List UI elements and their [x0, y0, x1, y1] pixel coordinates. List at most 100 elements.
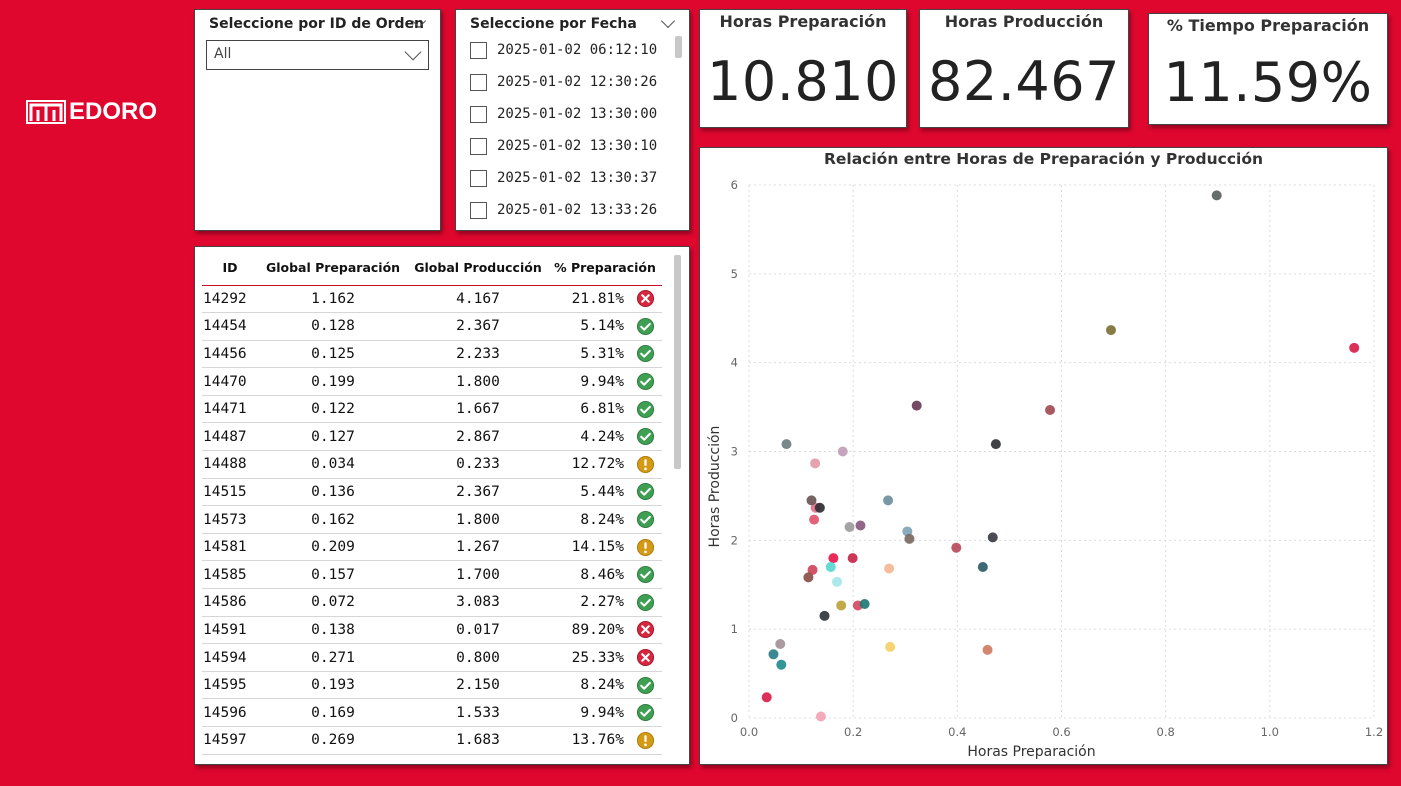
cell-global-preparacion: 0.209 — [258, 533, 408, 562]
scatter-point — [825, 561, 836, 572]
scatter-point — [987, 532, 998, 543]
checkbox[interactable] — [470, 105, 487, 123]
column-header-id[interactable]: ID — [202, 251, 258, 286]
medoro-logo: EDORO — [26, 96, 174, 128]
cell-porcentaje-preparacion: 5.14% — [548, 312, 628, 341]
cell-global-produccion: 0.800 — [408, 643, 548, 672]
checkbox[interactable] — [470, 73, 487, 91]
checkbox[interactable] — [470, 201, 487, 219]
table-row[interactable]: 14596 0.169 1.533 9.94% — [202, 698, 662, 727]
fecha-option[interactable]: 2025-01-02 12:30:26 — [470, 66, 657, 98]
scatter-point — [1105, 325, 1116, 336]
table-row[interactable]: 14454 0.128 2.367 5.14% — [202, 312, 662, 341]
cell-status — [628, 478, 662, 507]
cell-status — [628, 698, 662, 727]
table-row[interactable]: 14471 0.122 1.667 6.81% — [202, 395, 662, 424]
cell-global-produccion: 1.267 — [408, 533, 548, 562]
table-row[interactable]: 14597 0.269 1.683 13.76% — [202, 726, 662, 755]
cell-status — [628, 422, 662, 452]
scatter-point — [883, 495, 894, 506]
cell-global-produccion: 0.017 — [408, 616, 548, 645]
table-row[interactable]: 14595 0.193 2.150 8.24% — [202, 671, 662, 700]
cell-global-produccion: 3.083 — [408, 588, 548, 617]
scatter-point — [977, 561, 988, 572]
fecha-scrollbar[interactable] — [675, 36, 682, 58]
fecha-option[interactable]: 2025-01-02 13:30:00 — [470, 98, 657, 130]
fecha-option[interactable]: 2025-01-02 13:33:26 — [470, 194, 657, 226]
table-row[interactable]: 14591 0.138 0.017 89.20% — [202, 616, 662, 645]
kpi-value: 11.59% — [1163, 51, 1373, 114]
scatter-point — [1349, 342, 1360, 353]
table-row[interactable]: 14488 0.034 0.233 12.72% — [202, 450, 662, 479]
cell-porcentaje-preparacion: 12.72% — [548, 450, 628, 479]
checkbox[interactable] — [470, 41, 487, 59]
scatter-point — [884, 563, 895, 574]
fecha-options-list: 2025-01-02 06:12:10 2025-01-02 12:30:26 … — [470, 34, 657, 226]
scatter-point — [828, 553, 839, 564]
cell-porcentaje-preparacion: 9.94% — [548, 698, 628, 727]
table-scrollbar[interactable] — [674, 255, 681, 469]
checkbox[interactable] — [470, 137, 487, 155]
cell-global-preparacion: 0.157 — [258, 560, 408, 590]
scatter-point — [837, 446, 848, 457]
cell-global-produccion: 2.367 — [408, 312, 548, 341]
cell-global-preparacion: 0.271 — [258, 643, 408, 672]
cell-global-produccion: 2.367 — [408, 478, 548, 507]
cell-id: 14471 — [202, 395, 258, 424]
scatter-point — [1045, 405, 1056, 416]
column-header-global-produccion[interactable]: Global Producción — [408, 251, 548, 286]
cell-global-produccion: 4.167 — [408, 285, 548, 314]
table-row[interactable]: 14573 0.162 1.800 8.24% — [202, 505, 662, 534]
fecha-option[interactable]: 2025-01-02 13:30:10 — [470, 130, 657, 162]
scatter-point — [803, 572, 814, 583]
cell-id: 14586 — [202, 588, 258, 617]
check-circle-icon — [636, 510, 654, 529]
table-row[interactable]: 14585 0.157 1.700 8.46% — [202, 560, 662, 590]
column-header-global-preparacion[interactable]: Global Preparación — [258, 251, 408, 286]
scatter-point — [990, 439, 1001, 450]
fecha-option-label: 2025-01-02 13:33:26 — [497, 202, 658, 218]
logo-text: EDORO — [69, 98, 158, 125]
order-id-dropdown[interactable]: All — [206, 40, 429, 70]
fecha-option[interactable]: 2025-01-02 13:30:37 — [470, 162, 657, 194]
table-row[interactable]: 14586 0.072 3.083 2.27% — [202, 588, 662, 617]
kpi-card-horas-preparacion: Horas Preparación 10.810 — [699, 9, 907, 128]
cell-status — [628, 588, 662, 617]
cell-status — [628, 671, 662, 700]
kpi-title: % Tiempo Preparación — [1166, 16, 1370, 35]
table-row[interactable]: 14594 0.271 0.800 25.33% — [202, 643, 662, 672]
chevron-down-icon[interactable] — [660, 13, 676, 29]
cell-global-produccion: 0.233 — [408, 450, 548, 479]
cell-porcentaje-preparacion: 25.33% — [548, 643, 628, 672]
scatter-point — [951, 542, 962, 553]
table-row[interactable]: 14470 0.199 1.800 9.94% — [202, 367, 662, 396]
cell-global-preparacion: 0.199 — [258, 367, 408, 396]
cell-global-produccion: 1.683 — [408, 726, 548, 755]
cell-porcentaje-preparacion: 2.27% — [548, 588, 628, 617]
kpi-value: 82.467 — [928, 50, 1120, 113]
fecha-option-label: 2025-01-02 06:12:10 — [497, 42, 658, 58]
checkbox[interactable] — [470, 169, 487, 187]
check-circle-icon — [636, 676, 654, 694]
cell-porcentaje-preparacion: 8.24% — [548, 671, 628, 700]
y-tick-label: 4 — [731, 356, 738, 370]
table-row[interactable]: 14515 0.136 2.367 5.44% — [202, 478, 662, 507]
scatter-point — [904, 533, 915, 544]
error-x-circle-icon — [636, 621, 654, 639]
table-row[interactable]: 14487 0.127 2.867 4.24% — [202, 422, 662, 452]
fecha-option-label: 2025-01-02 12:30:26 — [497, 74, 658, 90]
cell-porcentaje-preparacion: 8.46% — [548, 560, 628, 590]
cell-status — [628, 560, 662, 590]
column-header-porcentaje-preparacion[interactable]: % Preparación — [548, 251, 662, 286]
table-row[interactable]: 14292 1.162 4.167 21.81% — [202, 285, 662, 314]
table-row[interactable]: 14581 0.209 1.267 14.15% — [202, 533, 662, 562]
cell-id: 14292 — [202, 285, 258, 314]
scatter-point — [855, 520, 866, 531]
check-circle-icon — [636, 704, 654, 722]
chevron-down-icon — [404, 43, 422, 61]
fecha-option[interactable]: 2025-01-02 06:12:10 — [470, 34, 657, 66]
table-row[interactable]: 14456 0.125 2.233 5.31% — [202, 340, 662, 369]
y-tick-label: 3 — [731, 445, 738, 459]
orders-table-panel: ID Global Preparación Global Producción … — [194, 246, 690, 765]
order-id-dropdown-value: All — [214, 46, 232, 62]
